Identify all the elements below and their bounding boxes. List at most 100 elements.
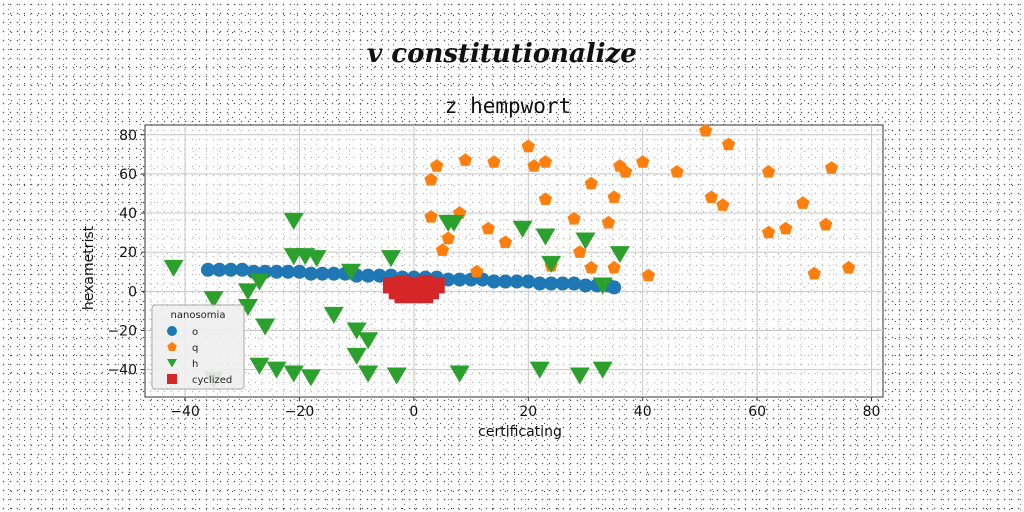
- point-q: [618, 165, 633, 178]
- point-o: [269, 264, 284, 279]
- point-h: [266, 361, 287, 379]
- x-tick-label: 40: [634, 404, 652, 420]
- point-o: [567, 276, 582, 291]
- point-o: [281, 264, 296, 279]
- point-q: [607, 190, 621, 204]
- legend-label: o: [192, 327, 198, 338]
- y-axis-label: hexametrist: [81, 225, 97, 310]
- point-q: [538, 192, 553, 205]
- point-q: [527, 159, 541, 172]
- point-q: [584, 176, 598, 190]
- tick-labels: −40 −20 0 20 40 60 80 −40 −20 0 20 40 60 80: [107, 128, 880, 420]
- point-q: [721, 137, 736, 151]
- point-q: [807, 266, 821, 280]
- point-q: [796, 196, 810, 209]
- y-tick-label: −40: [107, 363, 137, 379]
- legend-label: cyclized: [192, 375, 232, 386]
- point-h: [358, 332, 379, 350]
- point-q: [470, 264, 484, 278]
- point-o: [200, 262, 215, 277]
- point-o: [315, 266, 330, 281]
- point-h: [300, 369, 321, 387]
- point-q: [521, 139, 535, 153]
- y-tick-label: 20: [119, 245, 137, 261]
- point-q: [424, 172, 438, 186]
- point-h: [323, 306, 344, 324]
- point-o: [452, 272, 467, 287]
- legend-box: [151, 304, 245, 390]
- point-o: [326, 266, 341, 281]
- point-h: [283, 212, 304, 230]
- point-q: [636, 155, 650, 168]
- point-o: [509, 274, 524, 289]
- point-q: [716, 198, 730, 211]
- point-h: [340, 263, 361, 281]
- series-cyclized: [383, 275, 445, 304]
- point-o: [212, 262, 227, 277]
- x-tick-label: −20: [285, 404, 315, 420]
- point-h: [541, 255, 562, 273]
- point-o: [303, 266, 318, 281]
- point-h: [512, 220, 533, 238]
- point-h: [346, 322, 367, 340]
- point-q: [573, 245, 587, 258]
- point-o: [498, 274, 513, 289]
- point-o: [607, 280, 622, 295]
- point-o: [292, 264, 307, 279]
- point-h: [237, 283, 258, 301]
- legend-marker-q: [167, 342, 177, 351]
- point-h: [592, 277, 613, 295]
- grid: [145, 125, 883, 397]
- point-o: [555, 276, 570, 291]
- data-marks: [163, 123, 856, 389]
- legend-title: nanosomia: [171, 310, 226, 321]
- legend: nanosomia oqh cyclized: [151, 304, 245, 390]
- point-h: [438, 214, 459, 232]
- series-h: [163, 212, 630, 389]
- point-q: [435, 243, 450, 256]
- x-axis-label: certificating: [478, 424, 562, 440]
- legend-marker-h: [167, 359, 177, 368]
- point-o: [544, 276, 559, 291]
- point-h: [381, 250, 401, 268]
- point-q: [567, 211, 581, 225]
- x-tick-label: −40: [170, 404, 200, 420]
- point-q: [824, 161, 839, 174]
- legend-label: q: [192, 343, 198, 354]
- point-h: [255, 318, 276, 336]
- point-q: [761, 225, 776, 239]
- point-o: [361, 268, 376, 283]
- point-q: [441, 231, 455, 245]
- point-h: [237, 298, 258, 316]
- point-q: [779, 221, 793, 235]
- point-o: [578, 278, 593, 293]
- point-h: [592, 361, 613, 379]
- y-tick-label: 80: [119, 128, 137, 144]
- point-q: [584, 260, 598, 274]
- point-q: [670, 165, 684, 178]
- point-h: [386, 367, 407, 385]
- point-h: [249, 357, 270, 375]
- point-q: [601, 215, 616, 229]
- point-h: [163, 259, 184, 277]
- point-o: [223, 262, 238, 277]
- legend-label: h: [192, 359, 198, 370]
- y-tick-label: 40: [119, 206, 137, 222]
- point-h: [306, 250, 327, 268]
- point-h: [569, 367, 590, 385]
- point-o: [486, 274, 501, 289]
- legend-entries: oqh cyclized: [167, 326, 232, 386]
- point-q: [819, 217, 833, 231]
- point-h: [203, 291, 224, 309]
- point-cyclized: [417, 287, 434, 304]
- plot-area: [144, 124, 884, 398]
- x-tick-label: 80: [863, 404, 881, 420]
- y-tick-label: −20: [107, 323, 137, 339]
- point-h: [283, 365, 304, 383]
- point-q: [458, 153, 472, 166]
- point-q: [424, 210, 438, 223]
- point-o: [235, 262, 250, 277]
- point-q: [761, 165, 776, 178]
- legend-marker-cyclized: [167, 374, 177, 384]
